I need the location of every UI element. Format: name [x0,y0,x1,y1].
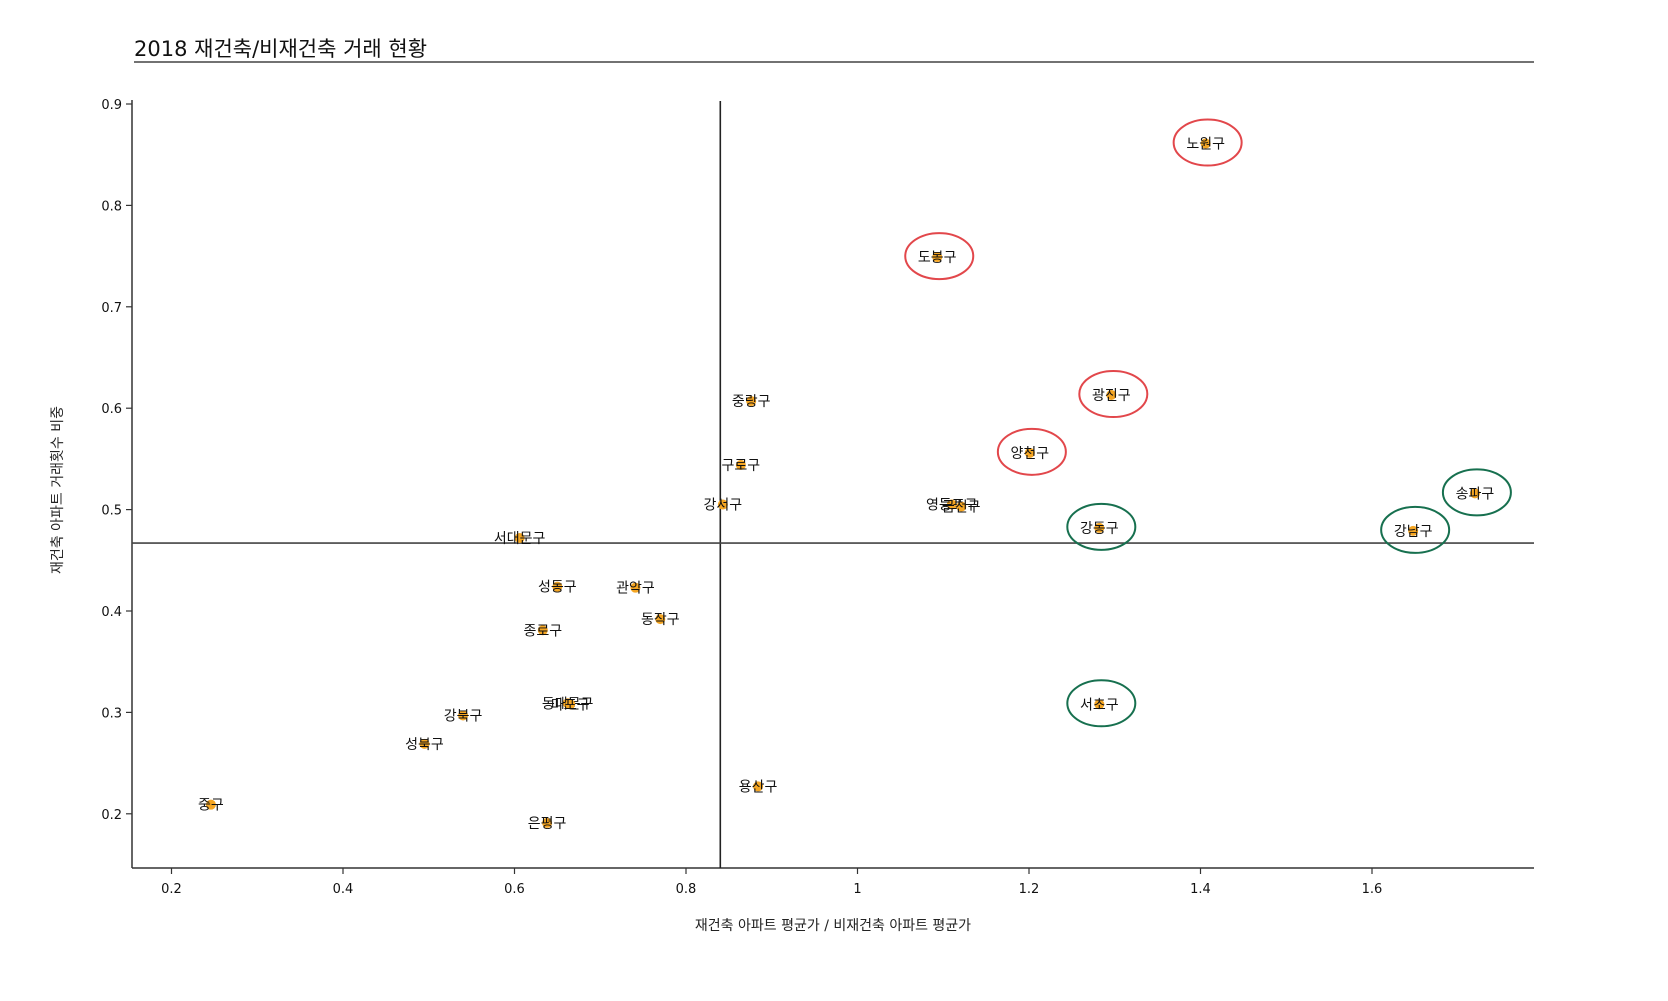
point-label: 강서구 [704,498,743,514]
y-tick-label: 0.9 [101,98,122,113]
point-label: 용산구 [739,779,778,795]
point-label: 도봉구 [918,250,957,266]
y-tick-label: 0.5 [101,504,122,519]
data-point [1408,525,1419,536]
point-label: 금천구 [942,500,981,516]
x-tick-label: 1.4 [1190,882,1211,897]
data-point [552,581,563,592]
x-axis-label: 재건축 아파트 평균가 / 비재건축 아파트 평균가 [695,918,971,934]
data-point [542,817,553,828]
data-point [717,499,728,510]
point-label: 동작구 [641,612,680,628]
x-tick-label: 1.2 [1019,882,1040,897]
data-point [932,252,943,263]
data-point [1106,390,1117,401]
point-label: 종로구 [523,623,562,639]
x-axis: 0.2 0.4 0.6 0.8 1 1.2 1.4 1.6 [132,867,1534,897]
data-point [956,501,967,512]
data-point [1094,699,1105,710]
highlight-ellipse [904,232,975,281]
y-tick-label: 0.2 [101,808,122,823]
x-tick-label: 0.4 [333,882,354,897]
data-point [1200,138,1211,149]
point-label: 강남구 [1394,524,1433,540]
point-label: 서초구 [1080,697,1119,713]
data-point [1469,488,1480,499]
y-tick-label: 0.3 [101,706,122,721]
data-point [630,582,641,593]
point-label: 강동구 [1080,521,1119,537]
chart-title: 2018 재건축/비재건축 거래 현황 [134,37,427,61]
data-points: 노원구도봉구광진구양천구송파구강남구강동구서초구영등포구금천구중랑구구로구강서구… [198,137,1494,832]
y-axis: 0.2 0.3 0.4 0.5 0.6 0.7 0.8 0.9 [101,98,133,868]
highlight-ellipse [1441,468,1512,517]
y-tick-label: 0.6 [101,402,122,417]
x-tick-label: 1.6 [1362,882,1383,897]
point-label: 서대문구 [494,531,546,547]
highlight-ellipse [996,427,1067,476]
data-point [1094,522,1105,533]
reference-lines [132,101,1534,868]
data-point [537,625,548,636]
point-label: 양천구 [1011,446,1050,462]
data-point [565,699,576,710]
point-label: 은평구 [528,816,567,832]
point-label: 중구 [198,798,224,814]
y-tick-label: 0.7 [101,301,122,316]
data-point [746,396,757,407]
data-point [458,710,469,721]
data-point [419,738,430,749]
point-label: 성북구 [405,737,444,753]
point-label: 강북구 [444,708,483,724]
data-point [946,499,957,510]
data-point [753,781,764,792]
data-point [735,459,746,470]
point-label: 중랑구 [732,394,771,410]
data-point [1024,447,1035,458]
y-tick-label: 0.8 [101,199,122,214]
highlight-ellipse [1066,679,1137,728]
point-label: 마포구 [551,697,590,713]
x-tick-label: 0.6 [504,882,525,897]
highlight-ellipse [1078,370,1149,419]
data-point [655,614,666,625]
point-label: 성동구 [538,580,577,596]
data-point [205,799,216,810]
x-tick-label: 0.8 [676,882,697,897]
highlight-ellipse [1380,505,1451,554]
point-label: 송파구 [1456,486,1495,502]
point-label: 광진구 [1092,388,1131,404]
point-label: 구로구 [722,458,761,474]
x-tick-label: 0.2 [161,882,182,897]
point-label: 관악구 [616,581,655,597]
data-point [514,532,525,543]
highlight-ellipse [1172,118,1243,167]
x-tick-label: 1 [853,882,861,897]
highlight-ellipse [1066,502,1137,551]
highlight-ellipses [904,118,1512,728]
y-axis-label: 재건축 아파트 거래횟수 비중 [50,406,66,574]
point-label: 노원구 [1186,137,1225,153]
y-tick-label: 0.4 [101,605,122,620]
